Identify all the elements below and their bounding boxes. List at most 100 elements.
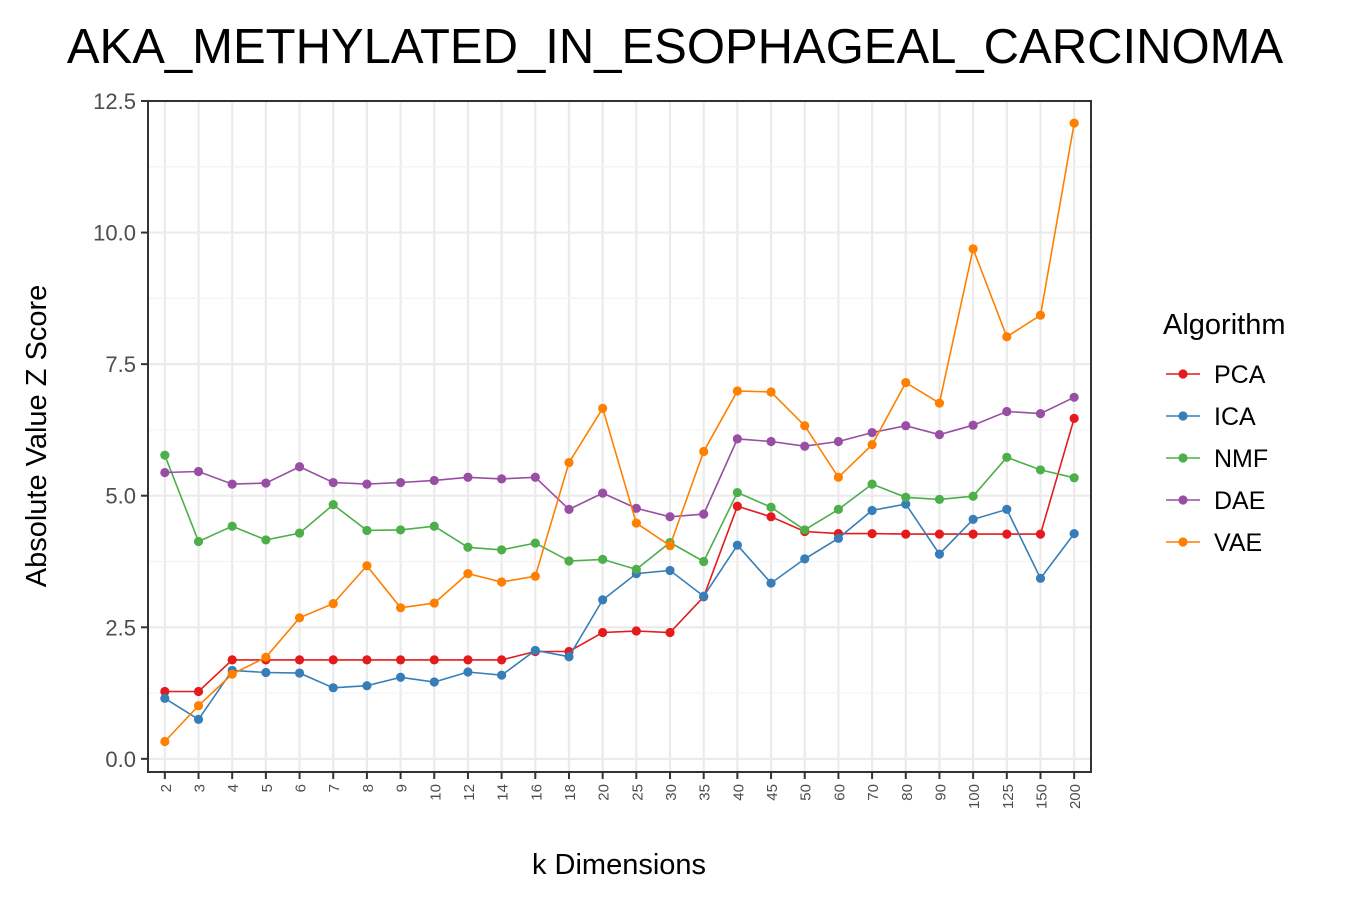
chart-title: AKA_METHYLATED_IN_ESOPHAGEAL_CARCINOMA <box>66 20 1284 74</box>
x-tick-label: 20 <box>596 784 613 801</box>
legend-key-point <box>1178 537 1188 547</box>
data-point-nmf <box>934 494 945 504</box>
x-tick-label: 50 <box>798 784 815 801</box>
data-point-vae <box>564 457 574 468</box>
data-point-ica <box>429 677 439 687</box>
x-tick-label: 7 <box>326 784 343 792</box>
data-point-ica <box>261 667 271 678</box>
x-tick-label: 3 <box>192 784 209 792</box>
data-point-pca <box>901 529 911 539</box>
data-point-vae <box>497 577 507 587</box>
data-point-dae <box>261 478 271 488</box>
x-tick-label: 12 <box>461 784 478 801</box>
legend-item-pca: PCA <box>1166 361 1266 389</box>
data-point-nmf <box>833 504 844 514</box>
legend-key-point <box>1178 495 1188 505</box>
data-point-vae <box>395 603 406 613</box>
data-point-ica <box>867 505 877 516</box>
x-tick-label: 14 <box>495 784 512 801</box>
data-point-nmf <box>160 450 170 460</box>
data-point-vae <box>732 386 742 396</box>
data-point-dae <box>968 420 978 430</box>
series-ica <box>160 499 1079 724</box>
data-point-ica <box>766 578 776 588</box>
data-point-pca <box>227 655 237 665</box>
data-point-ica <box>463 667 473 677</box>
y-tick-label: 5.0 <box>105 484 136 509</box>
legend-key-point <box>1178 411 1188 421</box>
data-point-ica <box>497 670 507 680</box>
y-tick-label: 2.5 <box>105 615 136 640</box>
x-tick-label: 35 <box>697 784 714 801</box>
data-point-nmf <box>429 521 439 531</box>
data-point-vae <box>934 398 945 408</box>
data-point-vae <box>1002 332 1012 342</box>
data-point-pca <box>429 655 439 665</box>
x-tick-label: 30 <box>663 784 680 801</box>
x-tick-label: 16 <box>528 784 545 801</box>
x-axis: 2 3 4 5 6 7 8 9 10 12 14 16 18 20 25 30 35 40 45 50 60 70 80 90… <box>158 772 1084 809</box>
data-point-vae <box>766 387 776 397</box>
data-point-ica <box>934 549 945 559</box>
data-point-nmf <box>732 487 742 498</box>
data-point-ica <box>699 591 709 601</box>
data-point-pca <box>766 512 776 522</box>
data-point-nmf <box>1002 452 1012 462</box>
legend-label: ICA <box>1214 403 1256 431</box>
data-point-ica <box>1035 573 1046 583</box>
data-point-nmf <box>463 542 473 552</box>
legend-key-point <box>1178 369 1188 379</box>
y-tick-label: 10.0 <box>93 221 136 246</box>
legend-item-dae: DAE <box>1166 487 1265 515</box>
data-point-vae <box>699 446 709 457</box>
y-tick-label: 7.5 <box>105 352 136 377</box>
data-point-dae <box>631 503 641 513</box>
series-line-vae <box>164 122 1075 743</box>
data-point-ica <box>732 540 742 550</box>
data-point-dae <box>665 512 675 522</box>
legend-label: NMF <box>1214 445 1268 473</box>
data-point-nmf <box>800 525 810 535</box>
data-point-nmf <box>227 521 237 531</box>
data-point-ica <box>362 681 372 691</box>
legend-item-ica: ICA <box>1166 403 1256 431</box>
data-point-pca <box>395 655 406 665</box>
data-point-ica <box>800 554 810 564</box>
x-tick-label: 150 <box>1033 784 1050 809</box>
panel-border <box>147 100 1092 773</box>
data-point-dae <box>193 466 204 477</box>
data-point-dae <box>294 462 305 472</box>
series-line-dae <box>164 396 1075 518</box>
data-point-nmf <box>968 491 978 501</box>
x-tick-label: 8 <box>360 784 377 792</box>
data-point-dae <box>833 436 844 447</box>
data-point-ica <box>395 672 406 682</box>
series-nmf <box>160 450 1079 574</box>
data-point-nmf <box>362 525 372 536</box>
y-axis-title: Absolute Value Z Score <box>21 285 53 588</box>
data-point-pca <box>497 655 507 665</box>
data-point-ica <box>328 683 338 693</box>
data-point-dae <box>160 467 170 478</box>
legend-item-vae: VAE <box>1166 529 1262 557</box>
data-point-vae <box>665 541 675 551</box>
data-point-dae <box>1069 392 1079 402</box>
y-axis: 0.0 2.5 5.0 7.5 10.0 12.5 <box>93 89 148 772</box>
data-point-dae <box>732 434 742 444</box>
data-point-dae <box>598 488 608 498</box>
data-point-pca <box>160 686 170 697</box>
series-line-ica <box>164 503 1075 721</box>
data-point-dae <box>800 441 810 451</box>
legend-item-nmf: NMF <box>1166 445 1268 473</box>
legend-label: VAE <box>1214 529 1262 557</box>
data-point-pca <box>328 655 338 665</box>
data-point-dae <box>530 472 540 482</box>
data-point-pca <box>193 686 204 697</box>
data-point-nmf <box>631 564 641 574</box>
legend-title: Algorithm <box>1163 309 1286 341</box>
data-point-nmf <box>699 556 709 567</box>
data-point-nmf <box>328 500 338 510</box>
data-point-nmf <box>766 502 776 512</box>
legend-key-point <box>1178 453 1188 463</box>
